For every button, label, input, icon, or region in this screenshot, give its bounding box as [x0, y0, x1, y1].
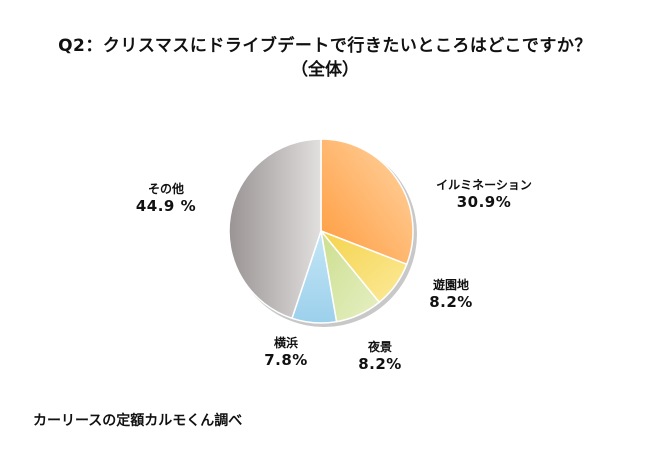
source-credit: カーリースの定額カルモくん調べ [33, 413, 243, 429]
label-illumination: イルミネーション 30.9% [436, 178, 532, 211]
chart-title: Q2：クリスマスにドライブデートで行きたいところはどこですか？ [58, 36, 592, 56]
slice-other [228, 138, 322, 320]
label-amusement-park: 遊園地 8.2% [429, 278, 473, 311]
slice-illumination [320, 138, 414, 266]
label-yokohama: 横浜 7.8% [264, 336, 308, 369]
chart-subtitle: （全体） [291, 60, 359, 80]
label-other: その他 44.9 % [135, 182, 197, 215]
label-night-view: 夜景 8.2% [358, 340, 402, 373]
